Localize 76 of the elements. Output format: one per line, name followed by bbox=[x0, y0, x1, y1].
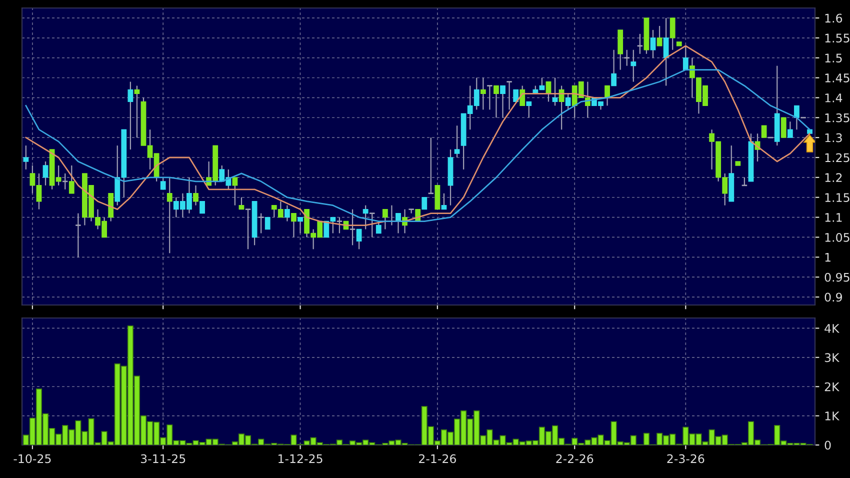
candlestick bbox=[134, 85, 140, 138]
y-tick-label: 0.9 bbox=[824, 292, 842, 302]
y-tick-label: 1.1 bbox=[825, 213, 842, 222]
candlestick bbox=[500, 85, 506, 118]
candlestick bbox=[480, 77, 486, 110]
candlestick bbox=[108, 192, 114, 222]
candlestick bbox=[336, 216, 343, 234]
candlestick bbox=[42, 160, 48, 186]
candlestick bbox=[193, 184, 198, 206]
y-tick-label: 3K bbox=[824, 353, 840, 362]
y-tick-label: 1.3 bbox=[825, 133, 842, 142]
candlestick bbox=[382, 208, 388, 230]
candlestick bbox=[506, 81, 513, 110]
candlestick bbox=[291, 212, 296, 238]
y-tick-label: 4K bbox=[824, 324, 840, 333]
x-tick-label: 2-1-26 bbox=[419, 454, 456, 464]
y-tick-label: 1.05 bbox=[825, 232, 850, 242]
candlestick bbox=[611, 49, 617, 86]
candlestick bbox=[604, 85, 610, 106]
candlestick bbox=[428, 137, 434, 194]
candlestick bbox=[160, 176, 166, 190]
candlestick bbox=[618, 29, 624, 70]
candlestick bbox=[166, 176, 172, 254]
y-tick-label: 1K bbox=[825, 412, 840, 420]
y-tick-label: 1.25 bbox=[825, 153, 850, 162]
y-tick-label: 2K bbox=[824, 382, 840, 392]
candlestick bbox=[368, 212, 376, 238]
candlestick bbox=[258, 212, 264, 234]
candlestick bbox=[761, 125, 767, 138]
x-tick-label: 2-3-26 bbox=[667, 454, 704, 464]
candlestick bbox=[454, 125, 460, 158]
candlestick bbox=[298, 216, 303, 234]
candlestick bbox=[663, 17, 669, 86]
candlestick bbox=[62, 172, 68, 190]
candlestick bbox=[486, 85, 494, 110]
x-tick-label: 3-11-25 bbox=[140, 454, 186, 464]
candlestick bbox=[565, 93, 571, 110]
candlestick bbox=[232, 176, 238, 206]
y-tick-label: 0 bbox=[824, 440, 831, 450]
candlestick bbox=[349, 208, 356, 246]
y-tick-label: 1.45 bbox=[825, 74, 850, 82]
candlestick bbox=[787, 121, 793, 138]
candlestick bbox=[200, 201, 205, 214]
candlestick bbox=[630, 49, 636, 82]
y-tick-label: 1.2 bbox=[825, 173, 842, 182]
candlestick bbox=[682, 45, 688, 70]
candlestick bbox=[264, 216, 270, 230]
candlestick bbox=[656, 25, 662, 46]
candlestick bbox=[23, 144, 29, 170]
candlestick bbox=[624, 49, 630, 66]
x-tick-label: 1-12-25 bbox=[278, 454, 322, 464]
y-tick-label: 1.55 bbox=[825, 34, 850, 43]
candlestick bbox=[650, 29, 656, 58]
candlestick bbox=[520, 85, 526, 106]
y-tick-label: 1.35 bbox=[825, 113, 850, 122]
candlestick bbox=[636, 33, 644, 54]
y-tick-label: 1.15 bbox=[825, 193, 850, 202]
y-tick-label: 1.6 bbox=[825, 14, 842, 23]
x-tick-label: 2-2-26 bbox=[556, 454, 594, 464]
candlestick bbox=[441, 192, 447, 210]
candlestick bbox=[526, 101, 532, 118]
y-tick-label: 1 bbox=[825, 253, 830, 262]
candlestick bbox=[74, 212, 82, 258]
candlestick bbox=[422, 197, 428, 210]
candlestick bbox=[513, 89, 519, 102]
y-tick-label: 0.95 bbox=[824, 272, 850, 282]
candlestick bbox=[780, 117, 786, 138]
candlestick bbox=[128, 81, 134, 150]
candlestick bbox=[244, 208, 252, 250]
y-tick-label: 1.5 bbox=[825, 54, 842, 62]
candlestick bbox=[670, 17, 676, 50]
x-tick-label: -10-25 bbox=[14, 454, 51, 464]
candlestick bbox=[434, 185, 440, 210]
candlestick bbox=[552, 77, 558, 106]
y-tick-label: 1.4 bbox=[825, 94, 842, 102]
candlestick bbox=[284, 204, 290, 222]
